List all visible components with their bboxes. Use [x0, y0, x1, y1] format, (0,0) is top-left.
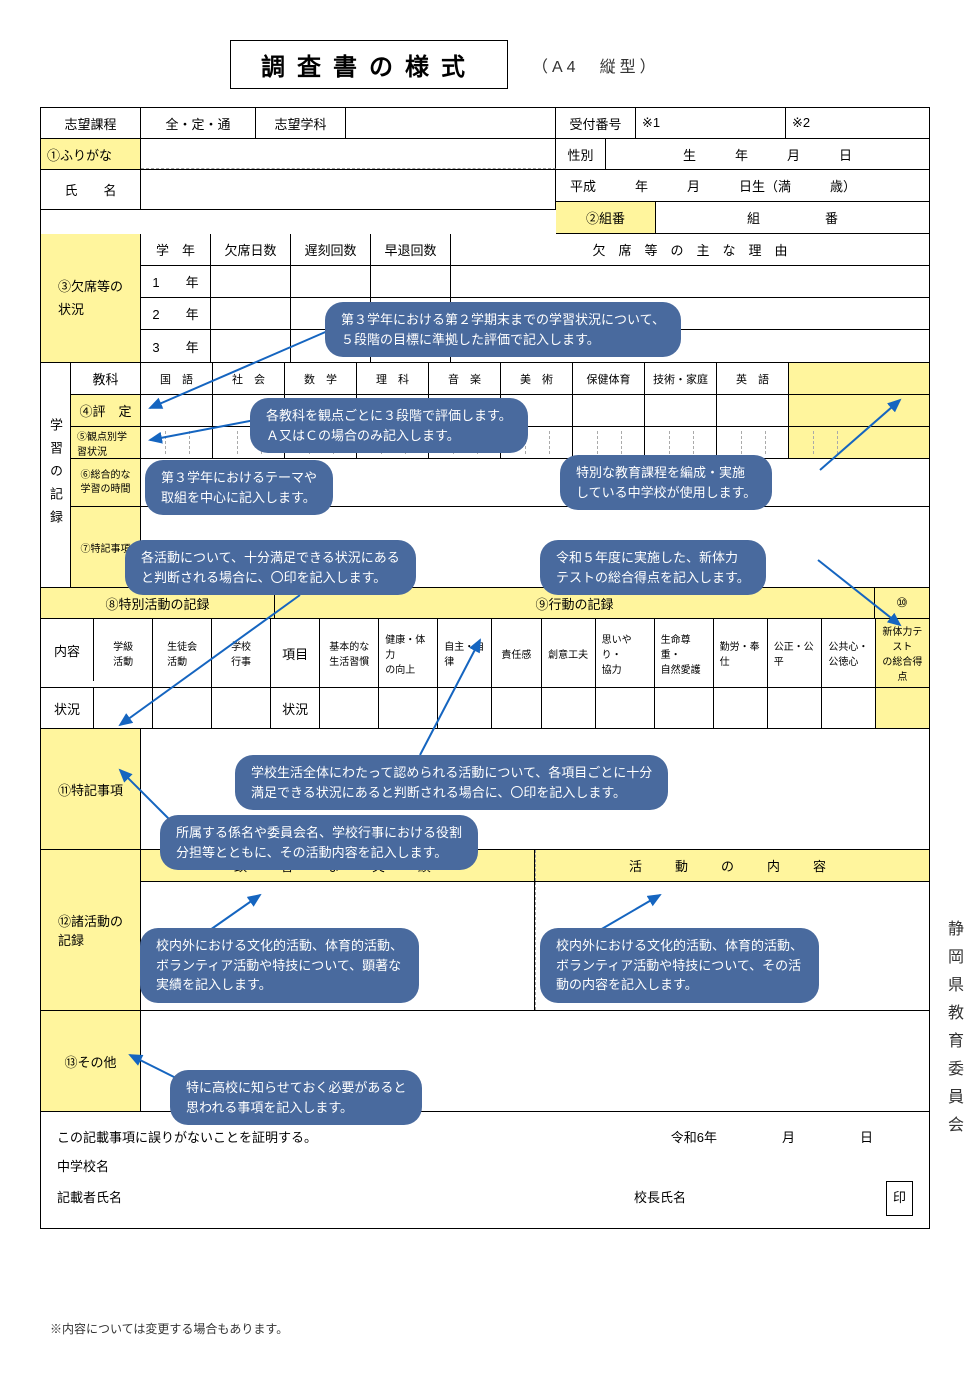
- callout-5: 各活動について、十分満足できる状況にある と判断される場合に、〇印を記入します。: [125, 540, 416, 595]
- value-heisei: 平成 年 月 日生（満 歳）: [556, 170, 929, 202]
- subject-1: 社 会: [213, 363, 285, 394]
- row-shibo: 志望課程 全・定・通 志望学科 受付番号 ※1 ※2: [41, 108, 929, 139]
- label-y3: 3 年: [141, 330, 211, 362]
- item9-8: 公正・公平: [768, 619, 822, 687]
- label-soutai: 早退回数: [371, 234, 451, 265]
- cert-writer: 記載者氏名: [57, 1184, 122, 1213]
- label-shibo-gakka: 志望学科: [256, 108, 346, 138]
- label-y2: 2 年: [141, 298, 211, 329]
- subject-7: 技術・家庭: [645, 363, 717, 394]
- label-y1: 1 年: [141, 266, 211, 297]
- label-chikoku: 遅刻回数: [291, 234, 371, 265]
- item9-5: 思いやり・ 協力: [596, 619, 655, 687]
- value-furigana: [141, 139, 556, 169]
- cert-school: 中学校名: [57, 1153, 913, 1182]
- item8-1: 生徒会 活動: [153, 619, 212, 687]
- subject-8: 英 語: [717, 363, 789, 394]
- callout-8: 所属する係名や委員会名、学校行事における役割 分担等とともに、その活動内容を記入…: [160, 815, 478, 870]
- page-subtitle: （A4 縦型）: [532, 53, 660, 77]
- label-kyouka: 教科: [71, 363, 141, 394]
- page-title: 調査書の様式: [230, 40, 508, 89]
- label-birth: 生 年 月 日: [606, 139, 929, 169]
- row-joukyou: 状況 状況: [41, 688, 929, 729]
- row-furigana: ①ふりがな 性別 生 年 月 日: [41, 139, 929, 170]
- label-gakunen: 学 年: [141, 234, 211, 265]
- row-cert: この記載事項に誤りがないことを証明する。 令和6年 月 日 中学校名 記載者氏名…: [41, 1112, 929, 1228]
- item9-7: 勤労・奉仕: [714, 619, 768, 687]
- callout-7: 学校生活全体にわたって認められる活動について、各項目ごとに十分 満足できる状況に…: [235, 755, 668, 810]
- subject-3: 理 科: [357, 363, 429, 394]
- callout-1: 第３学年における第２学期末までの学習状況について、 ５段階の目標に準拠した評価で…: [325, 302, 681, 357]
- label-furigana: ①ふりがな: [41, 139, 141, 169]
- label-seibetsu: 性別: [556, 139, 606, 169]
- footnote: ※内容については変更する場合もあります。: [50, 1320, 288, 1337]
- label-sougou: ⑥総合的な 学習の時間: [71, 459, 141, 506]
- label-test-num: ⑩: [875, 588, 929, 618]
- label-koumoku: 項目: [271, 619, 320, 687]
- label-katsudou: 活 動 の 内 容: [535, 850, 929, 881]
- label-kanten: ⑤観点別学習状況: [71, 427, 141, 458]
- row-shimei: 氏 名 平成 年 月 日生（満 歳） ②組番 組 番: [41, 170, 929, 234]
- label-hyoutei: ④評 定: [71, 395, 141, 426]
- label-test: 新体力テスト の総合得点: [876, 619, 929, 687]
- item8-2: 学校 行事: [212, 619, 271, 687]
- value-mark1: ※1: [636, 108, 786, 138]
- callout-2: 各教科を観点ごとに３段階で評価します。 Ａ又はＣの場合のみ記入します。: [250, 398, 528, 453]
- item9-3: 責任感: [492, 619, 541, 687]
- label-kesseki: 欠席日数: [211, 234, 291, 265]
- value-shimei: [141, 170, 556, 210]
- callout-10: 校内外における文化的活動、体育的活動、 ボランティア活動や特技について、その活 …: [540, 928, 819, 1003]
- value-kumiban: 組 番: [656, 202, 929, 233]
- form: 志望課程 全・定・通 志望学科 受付番号 ※1 ※2 ①ふりがな 性別 生 年 …: [40, 107, 930, 1229]
- callout-9: 校内外における文化的活動、体育的活動、 ボランティア活動や特技について、顕著な …: [140, 928, 419, 1003]
- subject-5: 美 術: [501, 363, 573, 394]
- label-tokki11: ⑪特記事項: [41, 729, 141, 849]
- callout-3: 特別な教育課程を編成・実施 している中学校が使用します。: [560, 455, 772, 510]
- subject-4: 音 楽: [429, 363, 501, 394]
- cert-principal: 校長氏名: [634, 1184, 686, 1213]
- title-row: 調査書の様式 （A4 縦型）: [40, 40, 930, 89]
- label-joukyou1: 状況: [41, 688, 94, 728]
- callout-6: 令和５年度に実施した、新体力 テストの総合得点を記入します。: [540, 540, 766, 595]
- item9-9: 公共心・ 公徳心: [822, 619, 876, 687]
- item9-0: 基本的な 生活習慣: [320, 619, 379, 687]
- subject-0: 国 語: [141, 363, 213, 394]
- subject-6: 保健体育: [573, 363, 645, 394]
- label-naiyou: 内容: [41, 619, 94, 681]
- label-sho12: ⑫諸活動の 記録: [41, 850, 141, 1010]
- cert-date: 令和6年 月 日: [671, 1124, 913, 1153]
- item9-2: 自主・自律: [438, 619, 492, 687]
- item9-1: 健康・体力 の向上: [379, 619, 438, 687]
- cert-text: この記載事項に誤りがないことを証明する。: [57, 1124, 317, 1153]
- label-kumiban: ②組番: [556, 202, 656, 233]
- value-mark2: ※2: [786, 108, 929, 138]
- cert-seal: 印: [886, 1181, 913, 1216]
- callout-11: 特に高校に知らせておく必要があると 思われる事項を記入します。: [170, 1070, 422, 1125]
- row-activity-content: 内容 学級 活動 生徒会 活動 学校 行事 項目 基本的な 生活習慣 健康・体力…: [41, 619, 929, 688]
- label-uketsuke: 受付番号: [556, 108, 636, 138]
- value-zen-tei-tsu: 全・定・通: [141, 108, 256, 138]
- label-study-record: 学習の記録: [46, 418, 65, 533]
- subject-9: [789, 363, 929, 394]
- value-shibo-gakka: [346, 108, 556, 138]
- subject-2: 数 学: [285, 363, 357, 394]
- label-sonota: ⑬その他: [41, 1011, 141, 1111]
- label-absence: ③欠席等の 状況: [41, 234, 141, 362]
- label-joukyou2: 状況: [271, 688, 320, 728]
- callout-4: 第３学年におけるテーマや 取組を中心に記入します。: [145, 460, 333, 515]
- item9-6: 生命尊重・ 自然愛護: [655, 619, 714, 687]
- label-shibo-katei: 志望課程: [41, 108, 141, 138]
- sidebar-publisher: 静岡県教育委員会: [941, 920, 965, 1144]
- item9-4: 創意工夫: [542, 619, 596, 687]
- label-shimei: 氏 名: [41, 170, 141, 210]
- label-absence-reason: 欠 席 等 の 主 な 理 由: [451, 234, 929, 265]
- item8-0: 学級 活動: [94, 619, 153, 687]
